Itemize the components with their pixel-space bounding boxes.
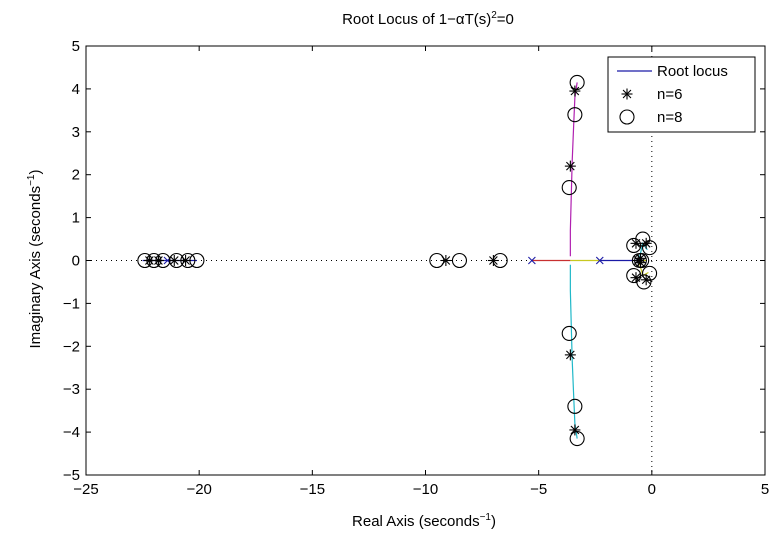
marker-n6	[569, 86, 580, 97]
x-axis-label-superscript: −1	[480, 512, 492, 523]
x-axis-label: Real Axis (seconds−1)	[352, 512, 496, 530]
x-tick-labels: −25 −20 −15 −10 −5 0 5	[73, 481, 769, 498]
x-tick-label: −15	[300, 481, 325, 498]
x-tick-label: −10	[413, 481, 438, 498]
marker-n6	[565, 349, 576, 360]
y-tick-label: 2	[72, 167, 80, 184]
marker-n6	[153, 255, 164, 266]
x-axis-label-main: Real Axis (seconds	[352, 513, 480, 530]
y-tick-label: −3	[63, 381, 80, 398]
x-axis-label-close: )	[491, 513, 496, 530]
y-axis-label: Imaginary Axis (seconds−1)	[26, 170, 44, 349]
x-tick-label: 0	[648, 481, 656, 498]
y-axis-label-main: Imaginary Axis (seconds	[27, 186, 44, 349]
x-tick-label: −20	[186, 481, 211, 498]
y-tick-label: 0	[72, 253, 80, 270]
y-tick-labels: −5 −4 −3 −2 −1 0 1 2 3 4 5	[63, 38, 80, 484]
y-tick-label: −5	[63, 467, 80, 484]
y-tick-label: 4	[72, 81, 80, 98]
title-main: Root Locus of 1−αT(s)	[342, 11, 491, 28]
legend-label: n=8	[657, 109, 682, 126]
chart-title: Root Locus of 1−αT(s)2=0	[342, 10, 514, 28]
y-axis-label-close: )	[27, 170, 44, 175]
legend-label: Root locus	[657, 63, 728, 80]
legend-label: n=6	[657, 86, 682, 103]
y-tick-label: −2	[63, 338, 80, 355]
x-tick-label: −5	[530, 481, 547, 498]
y-tick-label: −1	[63, 295, 80, 312]
y-tick-label: 5	[72, 38, 80, 55]
marker-n6	[569, 424, 580, 435]
marker-n6	[565, 161, 576, 172]
legend: Root locus n=6 n=8	[608, 57, 755, 132]
title-tail: =0	[497, 11, 514, 28]
y-axis-label-superscript: −1	[26, 174, 37, 186]
y-tick-label: −4	[63, 424, 80, 441]
y-tick-label: 1	[72, 210, 80, 227]
y-tick-label: 3	[72, 124, 80, 141]
x-tick-label: 5	[761, 481, 769, 498]
legend-asterisk-swatch	[622, 89, 633, 100]
